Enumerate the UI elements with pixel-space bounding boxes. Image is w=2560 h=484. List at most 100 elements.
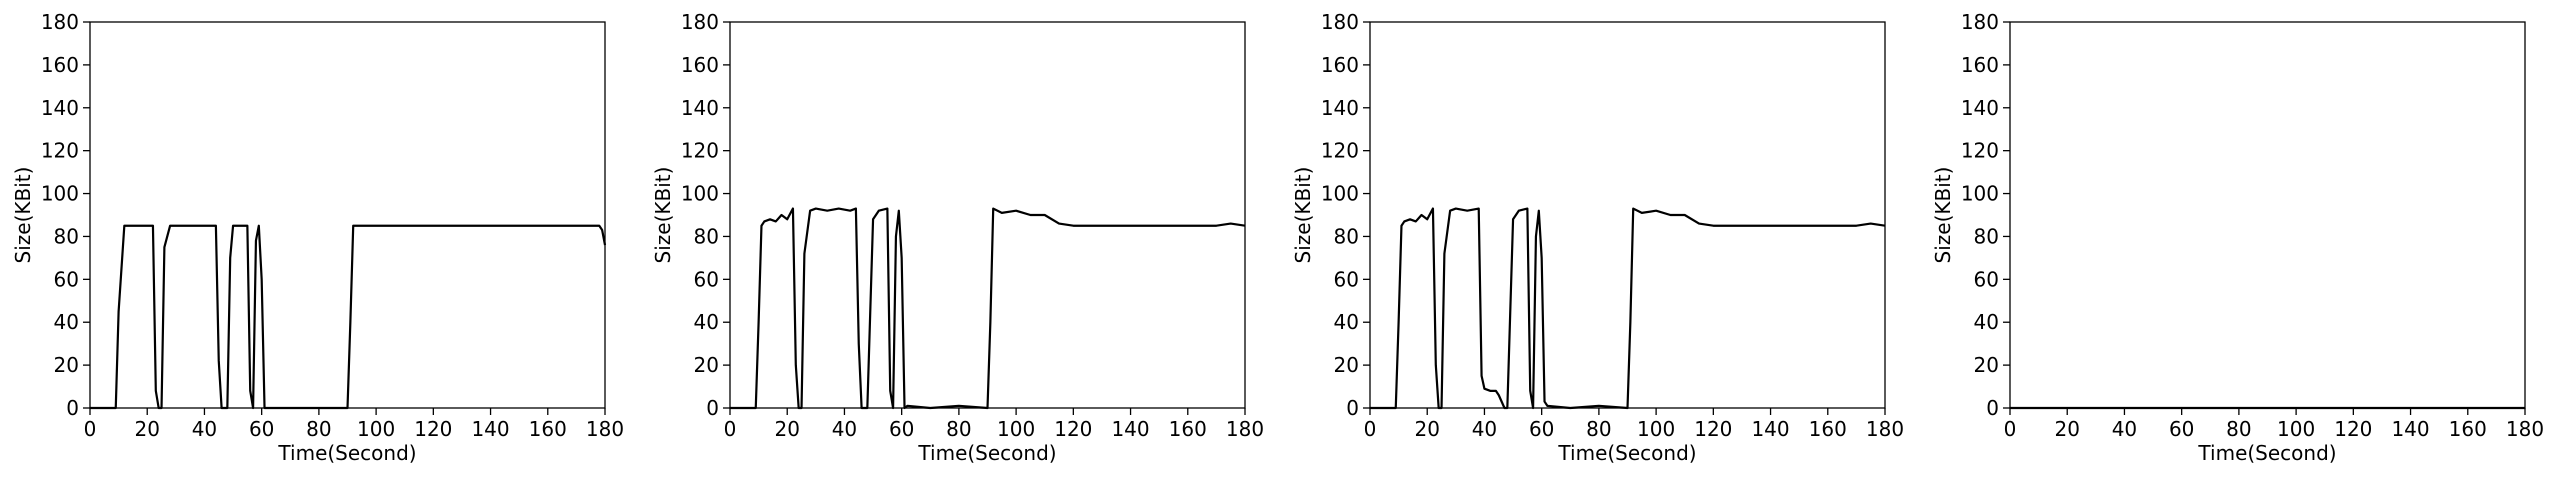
- y-tick-label: 60: [54, 267, 79, 291]
- y-axis-title: Size(KBit): [1931, 167, 1955, 264]
- x-tick-label: 60: [249, 417, 274, 441]
- x-tick-label: 20: [2054, 417, 2079, 441]
- y-tick-label: 40: [694, 310, 719, 334]
- chart-panel-3: 0 20 40 60 80 100 120 140 160 180 0 20 40 60 80 100 120 1…: [1291, 10, 1904, 465]
- x-tick-label: 140: [1111, 417, 1149, 441]
- x-tick-label: 40: [192, 417, 217, 441]
- x-tick-label: 100: [2277, 417, 2315, 441]
- x-tick-label: 140: [471, 417, 509, 441]
- y-axis-title: Size(KBit): [11, 167, 35, 264]
- plot-frame: [1369, 21, 1886, 409]
- x-tick-label: 140: [2391, 417, 2429, 441]
- x-tick-label: 60: [2169, 417, 2194, 441]
- x-tick-label: 180: [2506, 417, 2544, 441]
- y-tick-label: 20: [54, 353, 79, 377]
- y-tick-label: 140: [1321, 96, 1359, 120]
- y-tick-label: 180: [681, 10, 719, 34]
- y-tick-label: 140: [1961, 96, 1999, 120]
- plot-frame: [89, 21, 606, 409]
- y-tick-label: 160: [1961, 53, 1999, 77]
- x-tick-label: 20: [134, 417, 159, 441]
- y-tick-label: 100: [1961, 182, 1999, 206]
- y-tick-label: 0: [1346, 396, 1359, 420]
- y-tick-label: 80: [54, 224, 79, 248]
- y-tick-label: 80: [1334, 224, 1359, 248]
- x-tick-label: 40: [2112, 417, 2137, 441]
- y-tick-label: 40: [54, 310, 79, 334]
- x-tick-label: 180: [1866, 417, 1904, 441]
- series-line-1: [90, 224, 607, 410]
- y-tick-label: 120: [681, 139, 719, 163]
- y-axis-title: Size(KBit): [1291, 167, 1315, 264]
- y-tick-label: 120: [1961, 139, 1999, 163]
- y-tick-label: 40: [1974, 310, 1999, 334]
- plot-frame: [729, 21, 1246, 409]
- y-tick-label: 80: [694, 224, 719, 248]
- chart-panel-4: 0 20 40 60 80 100 120 140 160 180 0 20 40 60 80 100 120 1…: [1931, 10, 2544, 465]
- series-line-1: [1370, 207, 1886, 410]
- y-tick-label: 100: [41, 182, 79, 206]
- x-tick-label: 40: [1472, 417, 1497, 441]
- y-tick-label: 120: [1321, 139, 1359, 163]
- x-axis-title: Time(Second): [2197, 441, 2336, 465]
- x-tick-label: 180: [586, 417, 624, 441]
- x-axis-title: Time(Second): [917, 441, 1056, 465]
- x-tick-label: 160: [1809, 417, 1847, 441]
- x-tick-label: 80: [946, 417, 971, 441]
- y-tick-label: 140: [681, 96, 719, 120]
- series-line-1: [730, 207, 1246, 410]
- y-tick-label: 60: [1974, 267, 1999, 291]
- y-tick-label: 0: [1986, 396, 1999, 420]
- x-tick-label: 140: [1751, 417, 1789, 441]
- x-tick-label: 160: [529, 417, 567, 441]
- x-axis-title: Time(Second): [277, 441, 416, 465]
- y-tick-label: 60: [1334, 267, 1359, 291]
- y-tick-label: 20: [1974, 353, 1999, 377]
- y-tick-label: 160: [1321, 53, 1359, 77]
- x-tick-label: 60: [1529, 417, 1554, 441]
- x-tick-label: 80: [2226, 417, 2251, 441]
- x-tick-label: 100: [1637, 417, 1675, 441]
- x-tick-label: 120: [1694, 417, 1732, 441]
- y-tick-label: 160: [41, 53, 79, 77]
- y-tick-label: 0: [66, 396, 79, 420]
- y-axis-title: Size(KBit): [651, 167, 675, 264]
- y-tick-label: 160: [681, 53, 719, 77]
- y-tick-label: 40: [1334, 310, 1359, 334]
- y-tick-label: 180: [1961, 10, 1999, 34]
- chart-panel-1: 0 20 40 60 80 100 120 140 160 180 0 20 40 60 80 100 120 1…: [11, 10, 624, 465]
- y-tick-label: 120: [41, 139, 79, 163]
- y-tick-label: 20: [694, 353, 719, 377]
- plot-frame: [2009, 21, 2526, 409]
- x-tick-label: 80: [306, 417, 331, 441]
- x-tick-label: 60: [889, 417, 914, 441]
- y-tick-label: 60: [694, 267, 719, 291]
- x-tick-label: 40: [832, 417, 857, 441]
- x-tick-label: 120: [2334, 417, 2372, 441]
- x-tick-label: 100: [997, 417, 1035, 441]
- y-tick-label: 140: [41, 96, 79, 120]
- y-tick-label: 0: [706, 396, 719, 420]
- x-tick-label: 20: [774, 417, 799, 441]
- y-tick-label: 20: [1334, 353, 1359, 377]
- x-axis-title: Time(Second): [1557, 441, 1696, 465]
- x-tick-label: 180: [1226, 417, 1264, 441]
- x-tick-label: 160: [2449, 417, 2487, 441]
- y-tick-label: 180: [41, 10, 79, 34]
- x-tick-label: 0: [2004, 417, 2017, 441]
- x-tick-label: 120: [1054, 417, 1092, 441]
- y-tick-label: 180: [1321, 10, 1359, 34]
- x-tick-label: 160: [1169, 417, 1207, 441]
- x-tick-label: 100: [357, 417, 395, 441]
- x-tick-label: 80: [1586, 417, 1611, 441]
- y-tick-label: 100: [1321, 182, 1359, 206]
- y-tick-label: 80: [1974, 224, 1999, 248]
- x-tick-label: 0: [724, 417, 737, 441]
- x-tick-label: 0: [84, 417, 97, 441]
- y-tick-label: 100: [681, 182, 719, 206]
- x-tick-label: 0: [1364, 417, 1377, 441]
- chart-panel-2: 0 20 40 60 80 100 120 140 160 180 0 20 40 60 80 100 120 1…: [651, 10, 1264, 465]
- x-tick-label: 20: [1414, 417, 1439, 441]
